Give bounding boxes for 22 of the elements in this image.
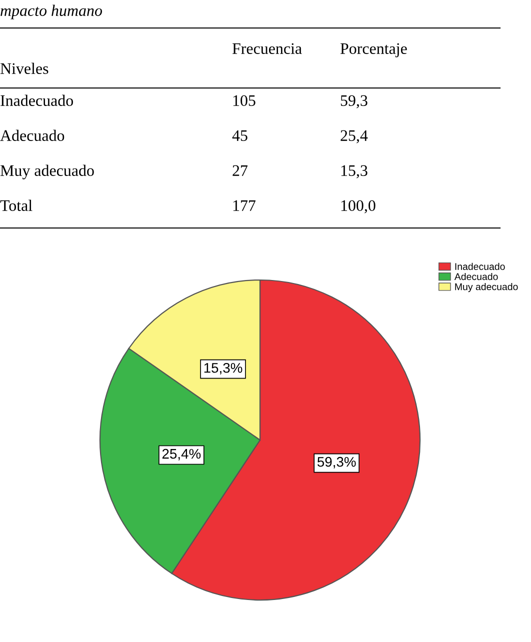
data-label: 105 xyxy=(233,95,256,106)
text: Porcentaje xyxy=(340,43,407,58)
text: Frecuencia xyxy=(232,43,302,54)
data-label: 59,3% xyxy=(317,456,356,468)
data-label: 15,3 xyxy=(341,165,368,178)
text: mpacto humano xyxy=(0,4,102,20)
legend-label: Muy adecuado xyxy=(455,283,518,292)
category-label: Inadecuado xyxy=(0,94,73,106)
data-label: 25,4% xyxy=(162,448,201,460)
data-label: 100,0 xyxy=(341,200,376,214)
category-label: Muy adecuado xyxy=(0,164,94,180)
category-label: Total xyxy=(0,200,32,211)
legend-label: Adecuado xyxy=(454,272,498,280)
data-label: 15,3% xyxy=(204,362,242,374)
legend-label: Inadecuado xyxy=(455,262,505,270)
data-label: 25,4 xyxy=(340,130,368,144)
data-label: 27 xyxy=(232,165,248,176)
data-label: 59,3 xyxy=(340,95,368,108)
data-label: 45 xyxy=(232,130,248,141)
data-label: 177 xyxy=(233,200,256,211)
category-label: Adecuado xyxy=(0,130,64,141)
text: Niveles xyxy=(0,62,48,74)
